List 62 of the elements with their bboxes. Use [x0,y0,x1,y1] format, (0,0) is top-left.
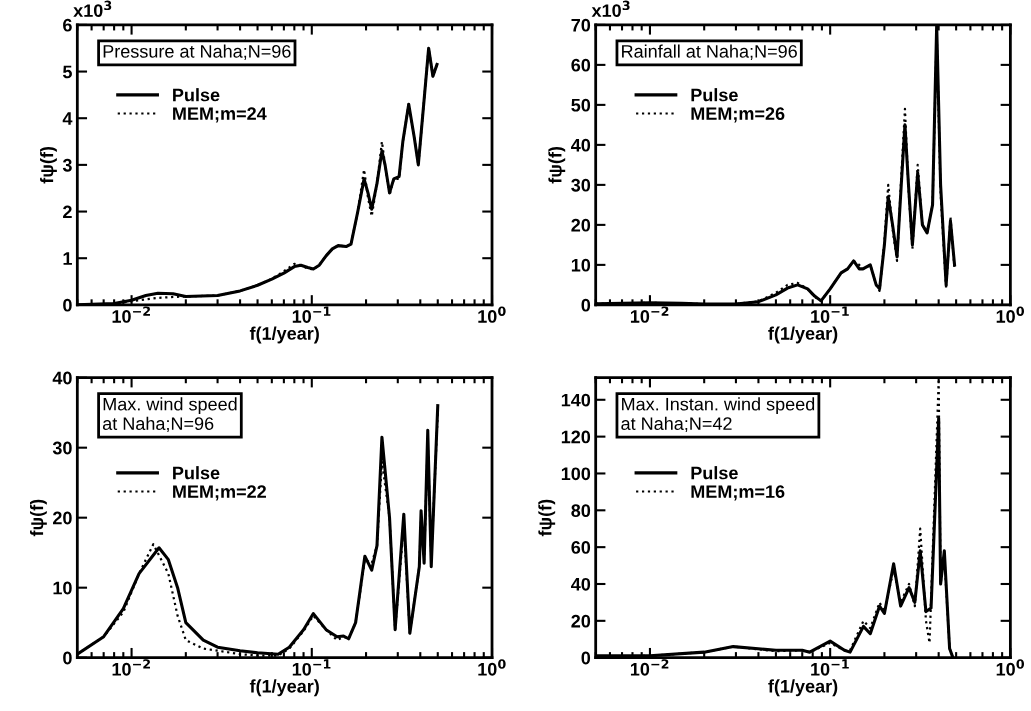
legend-label: MEM;m=26 [691,107,785,123]
y-tick-label: 20 [571,614,591,628]
legend-label: MEM;m=22 [173,485,266,501]
y-tick-label: 100 [561,467,591,481]
y-tick-label: 10 [571,258,591,272]
text: x10$^{3}$ [73,0,112,18]
x-axis-title: f(1/year) [768,679,838,697]
y-tick-label: 140 [561,393,591,407]
legend-label: MEM;m=24 [173,107,267,123]
y-tick-label: 1 [63,252,72,265]
y-tick-label: 5 [62,65,72,79]
y-tick-label: 0 [63,651,72,665]
x-tick-label: 10$^{−2}$ [112,659,150,676]
x-tick-label: 10$^{0}$ [478,306,506,323]
x-tick-label: 10$^{−1}$ [811,306,849,323]
y-tick-label: 30 [571,178,591,192]
y-tick-label: 3 [62,158,72,172]
x-axis-title: f(1/year) [249,326,319,344]
text: Max. wind speed at Naha;N=96 [102,397,237,433]
y-tick-label: 60 [571,58,591,72]
y-tick-label: 40 [52,371,72,385]
x-tick-label: 10$^{−1}$ [292,659,331,676]
y-tick-label: 80 [571,504,591,518]
x-tick-label: 10$^{0}$ [996,659,1025,676]
y-tick-label: 2 [63,205,72,219]
y-tick-label: 0 [63,298,72,312]
y-axis-title: fψ(f) [40,146,57,184]
legend-label: Pulse [691,88,738,102]
x-tick-label: 10$^{−1}$ [292,306,331,323]
x-axis-title: f(1/year) [768,326,838,344]
y-axis-title: fψ(f) [538,499,556,537]
text: Pressure at Naha;N=96 [103,44,291,60]
y-axis-title: fψ(f) [30,499,47,537]
y-tick-label: 20 [53,511,72,525]
y-tick-label: 40 [571,138,591,152]
y-tick-label: 0 [581,651,591,665]
legend-label: MEM;m=16 [691,485,785,501]
y-tick-label: 30 [52,441,72,455]
x-tick-label: 10$^{−2}$ [630,306,669,323]
text: Rainfall at Naha;N=96 [622,44,797,60]
x-tick-label: 10$^{−1}$ [811,659,849,676]
x-tick-label: 10$^{0}$ [478,659,506,676]
legend-label: Pulse [173,466,220,480]
text: x10$^{3}$ [591,0,630,18]
x-tick-label: 10$^{−2}$ [112,306,150,323]
x-tick-label: 10$^{0}$ [996,306,1025,323]
y-tick-label: 40 [571,577,591,591]
y-tick-label: 50 [571,98,591,112]
y-tick-label: 60 [571,541,591,554]
legend-label: Pulse [173,88,220,102]
y-tick-label: 20 [571,218,591,232]
y-tick-label: 6 [63,18,72,32]
y-axis-title: fψ(f) [548,146,566,184]
y-tick-label: 70 [571,18,591,32]
legend-label: Pulse [691,466,738,480]
y-tick-label: 120 [561,430,591,444]
x-tick-label: 10$^{−2}$ [630,659,669,676]
y-tick-label: 10 [53,581,72,595]
text: Max. Instan. wind speed at Naha;N=42 [621,397,815,433]
y-tick-label: 0 [581,298,591,312]
y-tick-label: 4 [62,112,73,125]
x-axis-title: f(1/year) [249,679,319,697]
